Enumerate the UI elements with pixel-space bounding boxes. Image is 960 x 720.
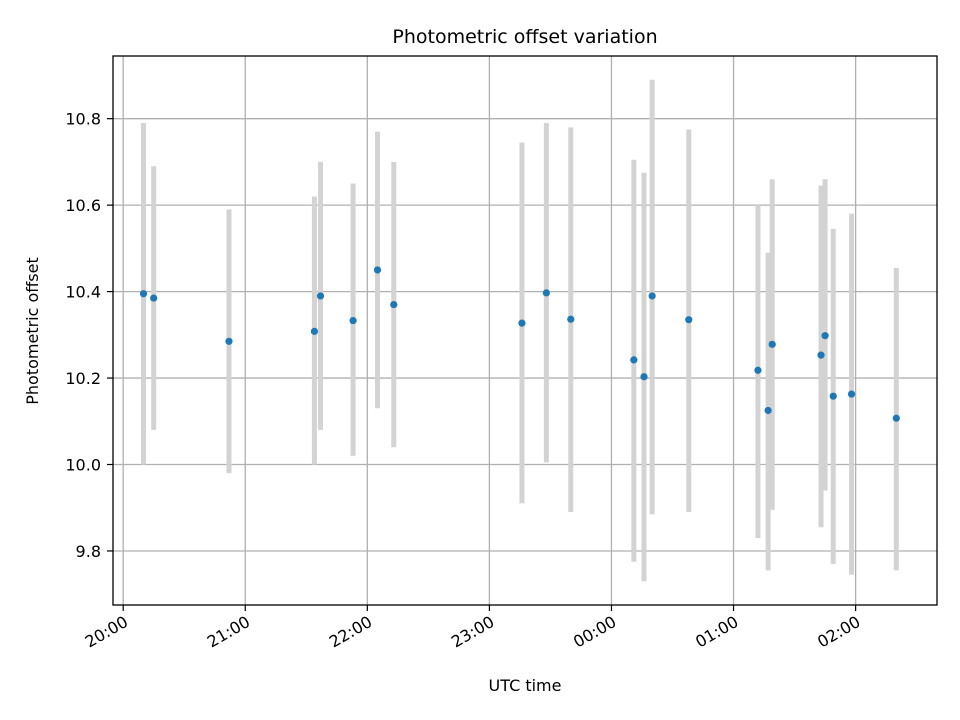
data-point [817, 351, 825, 359]
data-point [316, 292, 325, 300]
data-point [349, 316, 357, 325]
x-axis-label: UTC time [489, 676, 562, 695]
grid [113, 56, 937, 605]
data-point [373, 266, 382, 274]
data-point [225, 337, 233, 345]
data-point [640, 373, 648, 381]
y-axis: 9.8 10.0 10.2 10.4 10.6 10.8 [65, 110, 113, 561]
data-point [754, 366, 762, 374]
data-point [150, 294, 158, 302]
y-axis-label: Photometric offset [23, 257, 42, 405]
data-point [390, 300, 398, 309]
y-tick-label: 10.8 [65, 110, 101, 129]
data-point [892, 414, 900, 422]
y-tick-label: 9.8 [76, 542, 101, 561]
data-point [685, 316, 693, 324]
data-point [567, 315, 575, 323]
y-tick-label: 10.2 [65, 369, 101, 388]
data-point [847, 390, 856, 398]
data-point [829, 392, 837, 400]
y-tick-label: 10.4 [65, 283, 101, 302]
data-point [518, 319, 526, 327]
chart-title: Photometric offset variation [392, 26, 657, 48]
data-point [764, 406, 772, 415]
data-point [542, 289, 550, 297]
plot-frame [112, 55, 938, 606]
data-point [630, 356, 638, 364]
data-point [139, 290, 148, 298]
y-tick-label: 10.6 [65, 196, 101, 215]
y-tick-label: 10.0 [65, 456, 101, 475]
data-point [648, 292, 656, 300]
data-point [821, 332, 829, 340]
data-point [310, 327, 319, 335]
data-points [139, 266, 900, 422]
data-point [768, 340, 776, 348]
